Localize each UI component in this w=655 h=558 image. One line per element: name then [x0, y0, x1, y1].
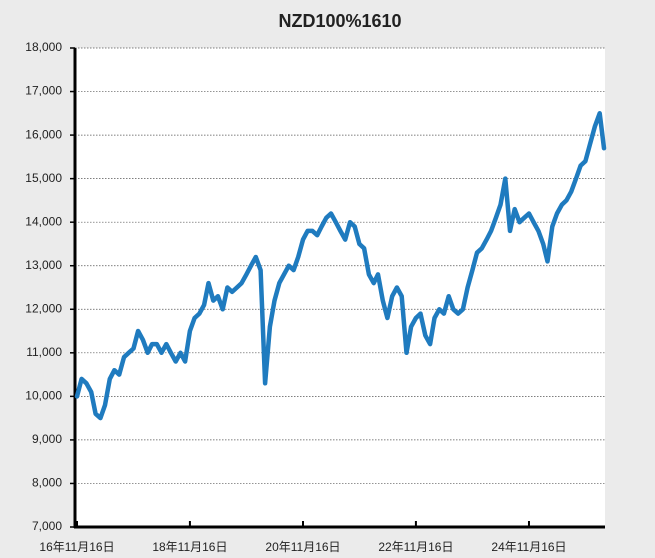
y-tick-label: 11,000: [26, 345, 62, 359]
x-tick-label: 18年11月16日: [152, 540, 227, 554]
y-tick-label: 12,000: [25, 301, 62, 315]
plot-area: [75, 48, 605, 527]
y-tick-label: 18,000: [25, 40, 62, 54]
x-tick-label: 24年11月16日: [491, 540, 566, 554]
y-tick-label: 8,000: [32, 476, 62, 490]
y-tick-label: 14,000: [25, 214, 62, 228]
y-tick-label: 9,000: [32, 432, 62, 446]
line-series: [74, 111, 607, 421]
x-tick-label: 22年11月16日: [378, 540, 453, 554]
chart-title: NZD100%1610: [278, 11, 401, 31]
x-tick-label: 20年11月16日: [265, 540, 340, 554]
y-tick-label: 15,000: [25, 171, 62, 185]
y-tick-label: 10,000: [25, 389, 62, 403]
y-tick-label: 7,000: [32, 519, 62, 533]
y-tick-label: 17,000: [25, 84, 62, 98]
y-tick-label: 16,000: [25, 127, 62, 141]
x-tick-label: 16年11月16日: [39, 540, 114, 554]
y-tick-label: 13,000: [25, 258, 62, 272]
